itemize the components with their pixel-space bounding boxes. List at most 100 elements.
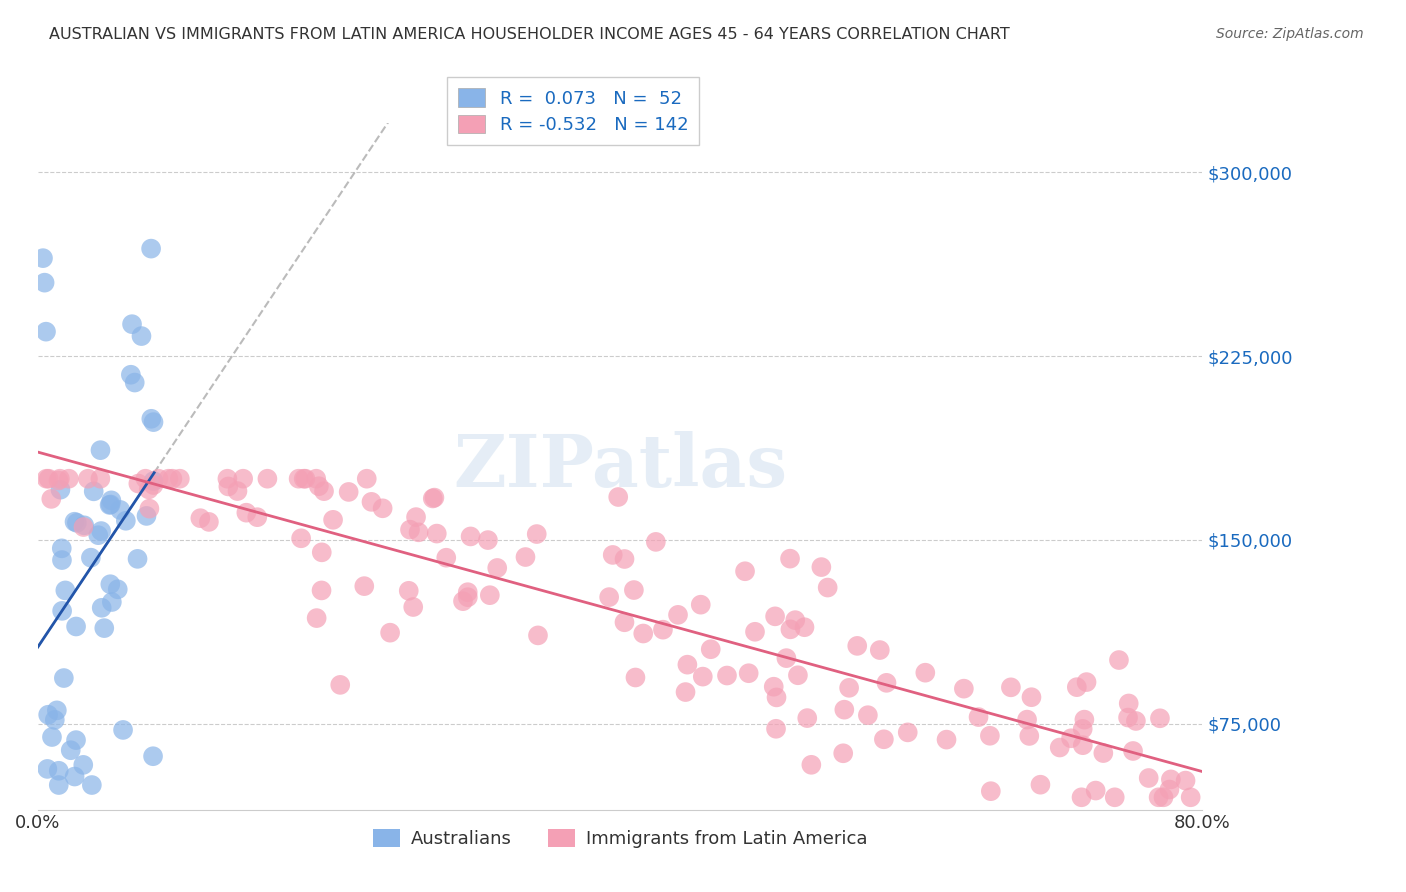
Immigrants from Latin America bbox=[294, 472, 316, 486]
Immigrants from Latin America bbox=[765, 690, 787, 705]
Immigrants from Latin America bbox=[38, 472, 60, 486]
Immigrants from Latin America bbox=[873, 732, 896, 747]
Australians bbox=[100, 493, 122, 508]
Immigrants from Latin America bbox=[765, 722, 787, 736]
Immigrants from Latin America bbox=[457, 585, 479, 599]
Australians bbox=[107, 582, 129, 597]
Immigrants from Latin America bbox=[527, 628, 550, 642]
Australians bbox=[80, 550, 103, 565]
Australians bbox=[48, 764, 70, 778]
Australians bbox=[45, 703, 67, 717]
Immigrants from Latin America bbox=[810, 560, 832, 574]
Immigrants from Latin America bbox=[692, 670, 714, 684]
Immigrants from Latin America bbox=[434, 550, 457, 565]
Immigrants from Latin America bbox=[451, 594, 474, 608]
Australians bbox=[101, 595, 124, 609]
Immigrants from Latin America bbox=[360, 495, 382, 509]
Australians bbox=[98, 577, 121, 591]
Immigrants from Latin America bbox=[1122, 744, 1144, 758]
Immigrants from Latin America bbox=[353, 579, 375, 593]
Immigrants from Latin America bbox=[1070, 790, 1092, 805]
Immigrants from Latin America bbox=[676, 657, 699, 672]
Immigrants from Latin America bbox=[1108, 653, 1130, 667]
Australians bbox=[63, 770, 86, 784]
Immigrants from Latin America bbox=[734, 564, 756, 578]
Immigrants from Latin America bbox=[897, 725, 920, 739]
Immigrants from Latin America bbox=[623, 582, 645, 597]
Immigrants from Latin America bbox=[779, 551, 801, 566]
Australians bbox=[124, 376, 146, 390]
Immigrants from Latin America bbox=[515, 549, 537, 564]
Immigrants from Latin America bbox=[1073, 713, 1095, 727]
Immigrants from Latin America bbox=[744, 624, 766, 639]
Immigrants from Latin America bbox=[138, 501, 160, 516]
Australians bbox=[72, 757, 94, 772]
Immigrants from Latin America bbox=[311, 583, 333, 598]
Immigrants from Latin America bbox=[935, 732, 957, 747]
Immigrants from Latin America bbox=[846, 639, 869, 653]
Immigrants from Latin America bbox=[48, 474, 70, 488]
Immigrants from Latin America bbox=[1060, 731, 1083, 746]
Immigrants from Latin America bbox=[1071, 738, 1094, 752]
Australians bbox=[34, 276, 56, 290]
Immigrants from Latin America bbox=[1084, 783, 1107, 797]
Immigrants from Latin America bbox=[967, 710, 990, 724]
Immigrants from Latin America bbox=[232, 472, 254, 486]
Immigrants from Latin America bbox=[148, 472, 170, 486]
Immigrants from Latin America bbox=[763, 609, 786, 624]
Immigrants from Latin America bbox=[49, 472, 72, 486]
Immigrants from Latin America bbox=[157, 472, 180, 486]
Immigrants from Latin America bbox=[217, 472, 239, 486]
Australians bbox=[83, 484, 105, 499]
Immigrants from Latin America bbox=[1147, 790, 1170, 805]
Immigrants from Latin America bbox=[1018, 729, 1040, 743]
Immigrants from Latin America bbox=[631, 626, 654, 640]
Immigrants from Latin America bbox=[408, 525, 430, 540]
Immigrants from Latin America bbox=[834, 703, 856, 717]
Immigrants from Latin America bbox=[134, 472, 156, 486]
Immigrants from Latin America bbox=[477, 533, 499, 547]
Immigrants from Latin America bbox=[371, 501, 394, 516]
Immigrants from Latin America bbox=[1092, 746, 1115, 760]
Australians bbox=[66, 516, 89, 530]
Immigrants from Latin America bbox=[1104, 790, 1126, 805]
Immigrants from Latin America bbox=[953, 681, 976, 696]
Legend: R =  0.073   N =  52, R = -0.532   N = 142: R = 0.073 N = 52, R = -0.532 N = 142 bbox=[447, 78, 699, 145]
Australians bbox=[44, 713, 66, 727]
Immigrants from Latin America bbox=[666, 607, 689, 622]
Immigrants from Latin America bbox=[287, 472, 309, 486]
Australians bbox=[100, 498, 122, 512]
Australians bbox=[135, 508, 157, 523]
Immigrants from Latin America bbox=[188, 511, 211, 525]
Immigrants from Latin America bbox=[1149, 711, 1171, 725]
Immigrants from Latin America bbox=[1076, 675, 1098, 690]
Immigrants from Latin America bbox=[832, 746, 855, 760]
Immigrants from Latin America bbox=[914, 665, 936, 680]
Immigrants from Latin America bbox=[1160, 772, 1182, 787]
Immigrants from Latin America bbox=[312, 484, 335, 499]
Immigrants from Latin America bbox=[1118, 697, 1140, 711]
Immigrants from Latin America bbox=[127, 476, 149, 491]
Text: ZIPatlas: ZIPatlas bbox=[453, 431, 787, 502]
Australians bbox=[98, 498, 121, 512]
Australians bbox=[73, 518, 96, 533]
Immigrants from Latin America bbox=[775, 651, 797, 665]
Immigrants from Latin America bbox=[322, 513, 344, 527]
Australians bbox=[121, 317, 143, 331]
Australians bbox=[131, 329, 153, 343]
Immigrants from Latin America bbox=[1180, 790, 1202, 805]
Immigrants from Latin America bbox=[675, 685, 697, 699]
Australians bbox=[51, 541, 73, 556]
Immigrants from Latin America bbox=[486, 561, 509, 575]
Immigrants from Latin America bbox=[796, 711, 818, 725]
Immigrants from Latin America bbox=[58, 472, 80, 486]
Immigrants from Latin America bbox=[422, 491, 444, 506]
Immigrants from Latin America bbox=[980, 784, 1002, 798]
Australians bbox=[37, 762, 59, 776]
Immigrants from Latin America bbox=[1174, 773, 1197, 788]
Immigrants from Latin America bbox=[138, 483, 160, 497]
Immigrants from Latin America bbox=[762, 680, 785, 694]
Australians bbox=[51, 604, 73, 618]
Immigrants from Latin America bbox=[1000, 681, 1022, 695]
Australians bbox=[32, 251, 55, 265]
